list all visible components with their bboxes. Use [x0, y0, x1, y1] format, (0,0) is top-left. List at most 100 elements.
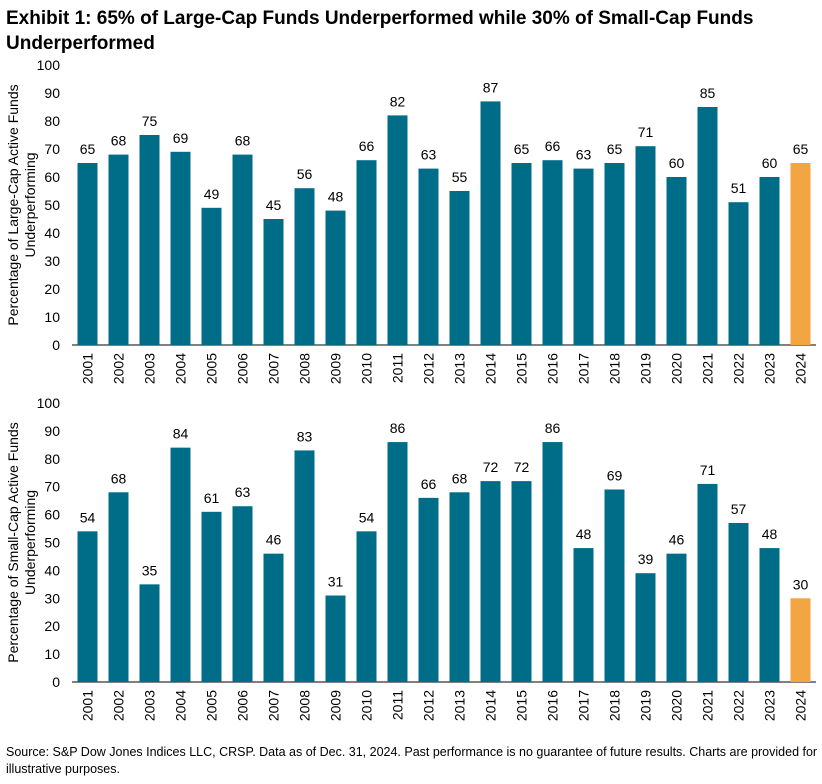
small-cap-y-tick-label: 100 [37, 395, 61, 411]
small-cap-x-tick-label: 2014 [483, 690, 499, 721]
small-cap-x-tick-label: 2001 [80, 690, 96, 721]
small-cap-x-tick-label: 2017 [576, 690, 592, 721]
small-cap-bar-2013 [449, 492, 470, 682]
large-cap-data-label: 65 [793, 141, 809, 157]
small-cap-data-label: 30 [793, 576, 809, 592]
small-cap-data-label: 68 [452, 470, 468, 486]
small-cap-data-label: 46 [669, 532, 685, 548]
large-cap-data-label: 65 [607, 141, 623, 157]
small-cap-x-tick-label: 2013 [452, 690, 468, 721]
large-cap-x-tick-label: 2013 [452, 353, 468, 384]
large-cap-data-label: 45 [266, 197, 282, 213]
small-cap-data-label: 71 [700, 462, 716, 478]
large-cap-x-tick-label: 2005 [204, 353, 220, 384]
large-cap-x-tick-label: 2007 [266, 353, 282, 384]
large-cap-bar-2019 [635, 146, 656, 345]
large-cap-data-label: 65 [80, 141, 96, 157]
large-cap-bar-2016 [542, 160, 563, 345]
large-cap-data-label: 48 [328, 189, 344, 205]
small-cap-x-tick-label: 2016 [545, 690, 561, 721]
large-cap-bar-2024 [790, 163, 811, 345]
large-cap-data-label: 56 [297, 166, 313, 182]
small-cap-data-label: 31 [328, 574, 344, 590]
large-cap-bar-2023 [759, 177, 780, 345]
small-cap-bar-2008 [294, 450, 315, 682]
source-note: Source: S&P Dow Jones Indices LLC, CRSP.… [6, 745, 818, 776]
large-cap-y-tick-label: 30 [44, 253, 60, 269]
small-cap-bar-2010 [356, 531, 377, 682]
small-cap-data-label: 48 [762, 526, 778, 542]
small-cap-data-label: 83 [297, 428, 313, 444]
small-cap-bar-2018 [604, 489, 625, 682]
small-cap-y-tick-label: 80 [44, 451, 60, 467]
large-cap-data-label: 85 [700, 85, 716, 101]
large-cap-data-label: 66 [545, 138, 561, 154]
large-cap-bar-2011 [387, 115, 408, 346]
large-cap-data-label: 65 [514, 141, 530, 157]
large-cap-bar-2017 [573, 168, 594, 345]
large-cap-x-tick-label: 2008 [297, 353, 313, 384]
large-cap-x-tick-label: 2016 [545, 353, 561, 384]
small-cap-y-tick-label: 50 [44, 535, 60, 551]
small-cap-bar-2004 [170, 447, 191, 682]
large-cap-bar-2020 [666, 177, 687, 345]
small-cap-x-tick-label: 2003 [142, 690, 158, 721]
small-cap-y-tick-label: 60 [44, 507, 60, 523]
large-cap-x-tick-label: 2018 [607, 353, 623, 384]
small-cap-bar-2019 [635, 573, 656, 682]
large-cap-data-label: 87 [483, 79, 499, 95]
large-cap-x-tick-label: 2003 [142, 353, 158, 384]
large-cap-bar-2006 [232, 154, 253, 345]
large-cap-bar-2002 [108, 154, 129, 345]
small-cap-data-label: 86 [545, 420, 561, 436]
small-cap-data-label: 46 [266, 532, 282, 548]
small-cap-bar-2021 [697, 483, 718, 682]
large-cap-y-tick-label: 50 [44, 197, 60, 213]
small-cap-bar-2014 [480, 481, 501, 682]
small-cap-x-tick-label: 2008 [297, 690, 313, 721]
large-cap-bar-2015 [511, 163, 532, 345]
small-cap-x-tick-label: 2022 [731, 690, 747, 721]
large-cap-data-label: 71 [638, 124, 654, 140]
large-cap-x-tick-label: 2022 [731, 353, 747, 384]
large-cap-y-tick-label: 70 [44, 141, 60, 157]
large-cap-data-label: 82 [390, 93, 406, 109]
small-cap-data-label: 57 [731, 501, 747, 517]
large-cap-x-tick-label: 2015 [514, 353, 530, 384]
small-cap-x-tick-label: 2021 [700, 690, 716, 721]
small-cap-x-tick-label: 2023 [762, 690, 778, 721]
small-cap-x-tick-label: 2018 [607, 690, 623, 721]
small-cap-y-axis-label: Percentage of Small-Cap Active FundsUnde… [5, 422, 38, 662]
small-cap-x-tick-label: 2024 [793, 690, 809, 721]
small-cap-y-tick-label: 90 [44, 423, 60, 439]
large-cap-bar-2021 [697, 107, 718, 345]
small-cap-x-tick-label: 2012 [421, 690, 437, 721]
small-cap-data-label: 68 [111, 470, 127, 486]
small-cap-bar-2003 [139, 584, 160, 682]
small-cap-x-tick-label: 2002 [111, 690, 127, 721]
large-cap-bar-2001 [77, 163, 98, 345]
large-cap-x-tick-label: 2024 [793, 353, 809, 384]
large-cap-data-label: 63 [421, 147, 437, 163]
small-cap-data-label: 72 [483, 459, 499, 475]
large-cap-x-tick-label: 2023 [762, 353, 778, 384]
small-cap-x-tick-label: 2011 [390, 690, 406, 720]
large-cap-bar-2003 [139, 135, 160, 345]
small-cap-data-label: 48 [576, 526, 592, 542]
large-cap-y-tick-label: 0 [52, 337, 60, 353]
small-cap-bar-2022 [728, 522, 749, 682]
large-cap-data-label: 68 [235, 133, 251, 149]
small-cap-x-tick-label: 2009 [328, 690, 344, 721]
large-cap-data-label: 63 [576, 147, 592, 163]
large-cap-y-tick-label: 100 [37, 57, 61, 73]
large-cap-bar-2007 [263, 219, 284, 345]
small-cap-bar-2012 [418, 497, 439, 682]
small-cap-bar-2020 [666, 553, 687, 682]
large-cap-x-tick-label: 2009 [328, 353, 344, 384]
small-cap-bar-2001 [77, 531, 98, 682]
small-cap-y-tick-label: 0 [52, 674, 60, 690]
large-cap-data-label: 66 [359, 138, 375, 154]
small-cap-x-tick-label: 2004 [173, 690, 189, 721]
small-cap-bar-2009 [325, 595, 346, 682]
